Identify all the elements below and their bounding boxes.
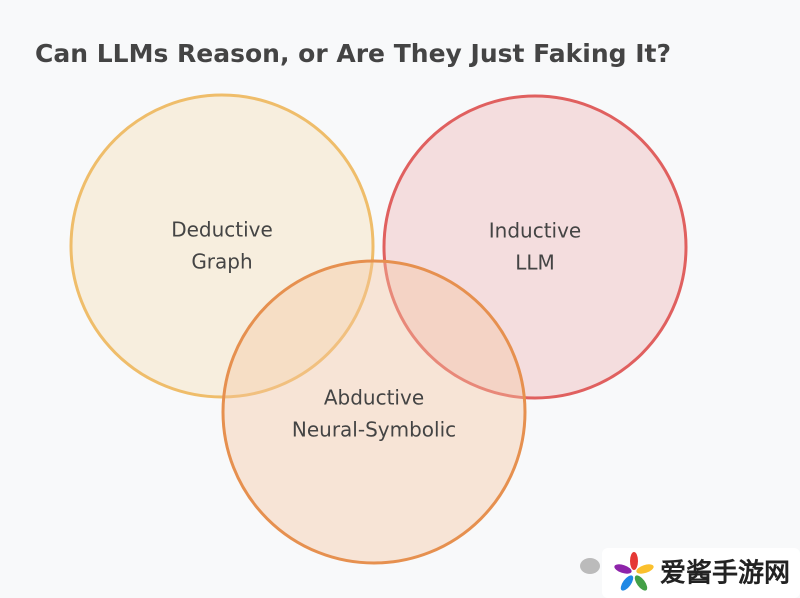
circle-inductive xyxy=(382,94,688,400)
circle-label: Neural-Symbolic xyxy=(292,418,456,442)
circle-label: Graph xyxy=(191,250,252,274)
circle-label: Inductive xyxy=(489,219,581,243)
circle-deductive xyxy=(69,93,375,399)
circle-abductive xyxy=(221,259,527,565)
watermark-text: 爱酱手游网 xyxy=(660,558,790,589)
watermark-logo xyxy=(614,552,654,591)
circle-label: Deductive xyxy=(171,218,273,242)
watermark-box xyxy=(602,548,800,598)
title: Can LLMs Reason, or Are They Just Faking… xyxy=(35,39,671,68)
circle-label: Abductive xyxy=(324,386,424,410)
wechat-icon xyxy=(580,558,600,574)
watermark: 爱酱手游网 xyxy=(580,548,800,598)
circle-label: LLM xyxy=(515,251,555,275)
